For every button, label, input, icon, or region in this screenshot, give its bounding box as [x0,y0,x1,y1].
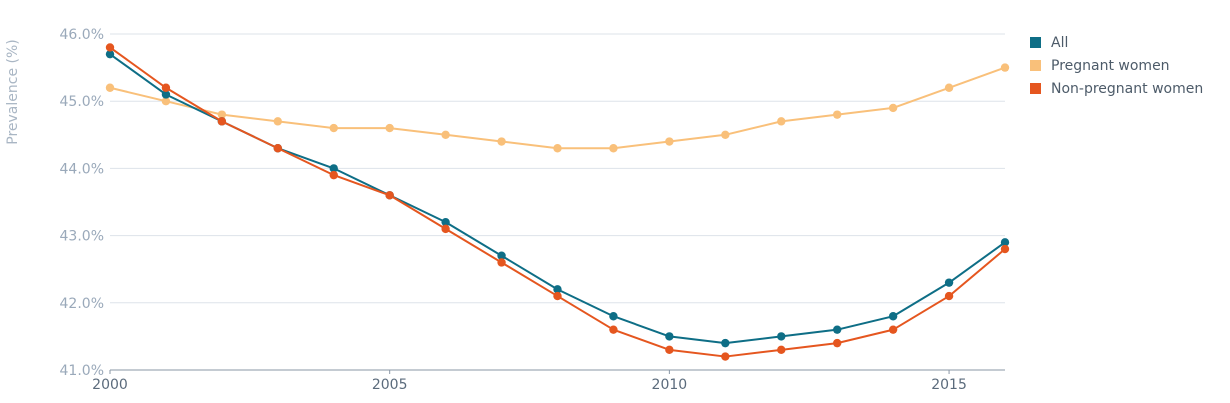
data-point[interactable] [665,332,674,341]
y-tick-label: 45.0% [60,94,104,110]
data-point[interactable] [777,332,786,341]
data-point[interactable] [721,352,730,361]
y-tick-label: 42.0% [60,296,104,312]
data-point[interactable] [329,170,338,180]
data-point[interactable] [553,285,562,294]
data-point[interactable] [665,137,674,146]
data-point[interactable] [609,144,618,153]
y-axis-ticks: 41.0% 42.0% 43.0% 44.0% 45.0% 46.0% [60,27,104,379]
x-axis-ticks: 2000 2005 2010 2015 [92,370,967,393]
legend-swatch [1030,37,1041,48]
y-axis-title: Prevalence (%) [5,39,21,145]
series-line [109,66,1006,150]
legend-label: All [1051,35,1068,51]
legend-label: Non-pregnant women [1051,81,1203,97]
data-point[interactable] [497,251,506,260]
data-point[interactable] [329,164,338,173]
data-point[interactable] [721,338,730,348]
data-point[interactable] [105,83,115,92]
data-point[interactable] [441,217,450,227]
data-point[interactable] [553,144,562,153]
y-tick-label: 46.0% [60,27,104,43]
data-point[interactable] [1000,63,1010,72]
data-point[interactable] [161,97,171,106]
data-point[interactable] [217,110,227,119]
y-tick-label: 44.0% [60,161,104,177]
x-tick-label: 2010 [652,377,688,393]
legend-swatch [1030,60,1041,71]
data-point[interactable] [832,325,842,334]
data-point[interactable] [832,110,842,119]
data-point[interactable] [441,224,450,234]
data-point[interactable] [944,83,954,92]
data-point[interactable] [888,325,898,334]
series-non-pregnant-women [105,43,1010,361]
x-tick-label: 2000 [92,377,128,393]
data-point[interactable] [497,137,506,146]
legend-swatch [1030,83,1041,94]
data-point[interactable] [497,258,506,267]
data-point[interactable] [217,117,227,126]
data-point[interactable] [777,345,786,355]
series-line [109,46,1006,358]
data-point[interactable] [609,312,618,321]
legend-item[interactable]: Pregnant women [1030,58,1170,74]
data-point[interactable] [385,191,394,200]
x-tick-label: 2005 [372,377,408,393]
legend-item[interactable]: Non-pregnant women [1030,81,1203,97]
data-point[interactable] [1000,238,1010,247]
legend-item[interactable]: All [1030,35,1068,51]
data-point[interactable] [329,123,338,133]
data-point[interactable] [441,130,450,139]
grid-lines [110,33,1005,371]
data-point[interactable] [832,338,842,348]
data-point[interactable] [273,117,283,126]
data-point[interactable] [944,291,954,301]
data-point[interactable] [721,130,730,139]
data-point[interactable] [888,103,898,113]
data-point[interactable] [161,90,171,99]
data-point[interactable] [161,83,171,92]
legend: All Pregnant women Non-pregnant women [1030,35,1203,97]
y-tick-label: 41.0% [60,363,104,379]
data-point[interactable] [105,43,115,52]
data-point[interactable] [385,123,394,133]
data-point[interactable] [777,117,786,126]
data-point[interactable] [553,291,562,301]
x-tick-label: 2015 [931,377,967,393]
data-point[interactable] [1000,244,1010,254]
data-point[interactable] [273,144,283,153]
data-point[interactable] [105,49,115,59]
data-point[interactable] [665,345,674,355]
y-tick-label: 43.0% [60,229,104,245]
data-point[interactable] [609,325,618,334]
data-point[interactable] [944,278,954,287]
series-pregnant-women [105,63,1010,153]
series-lines [105,43,1010,361]
legend-label: Pregnant women [1051,58,1170,74]
data-point[interactable] [888,312,898,321]
